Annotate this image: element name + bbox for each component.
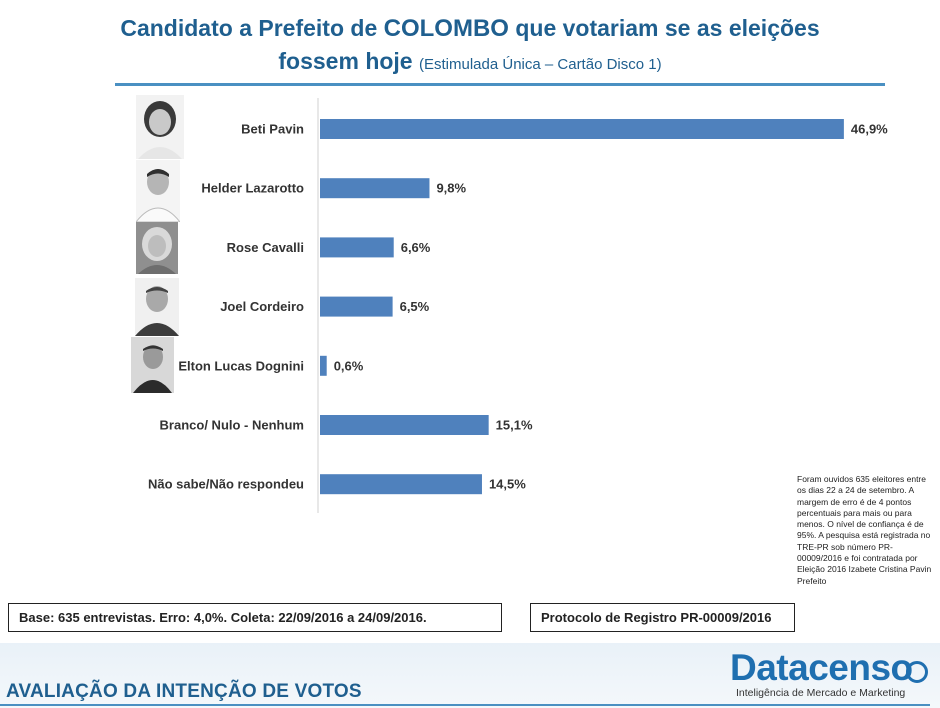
photo-rose-cavalli bbox=[136, 222, 178, 274]
logo-tagline: Inteligência de Mercado e Marketing bbox=[736, 687, 906, 699]
title-part1: Candidato a Prefeito de bbox=[120, 15, 384, 41]
bar-chart: Beti Pavin 46,9% Helder Lazarotto 9,8% Rose … bbox=[148, 98, 888, 513]
category-label-nao-sabe-nao-respondeu: Não sabe/Não respondeu bbox=[148, 477, 304, 492]
title-divider bbox=[115, 83, 885, 86]
value-label-elton-lucas-dognini: 0,6% bbox=[334, 358, 364, 373]
logo-circle-icon bbox=[906, 661, 928, 683]
category-label-elton-lucas-dognini: Elton Lucas Dognini bbox=[178, 358, 304, 373]
category-label-beti-pavin: Beti Pavin bbox=[241, 122, 304, 137]
photo-beti-pavin bbox=[136, 95, 184, 159]
value-label-branco-nulo-nenhum: 15,1% bbox=[496, 418, 533, 433]
footer-divider bbox=[0, 704, 930, 706]
chart-title: Candidato a Prefeito de COLOMBO que vota… bbox=[60, 12, 880, 81]
chart-subtitle: (Estimulada Única – Cartão Disco 1) bbox=[419, 56, 662, 73]
footer-band bbox=[0, 643, 940, 708]
bar-helder-lazarotto bbox=[320, 178, 430, 199]
value-label-joel-cordeiro: 6,5% bbox=[400, 299, 430, 314]
bar-nao-sabe-nao-respondeu bbox=[320, 474, 482, 495]
photo-helder-lazarotto bbox=[136, 160, 180, 222]
value-label-nao-sabe-nao-respondeu: 14,5% bbox=[489, 477, 526, 492]
bar-beti-pavin bbox=[320, 119, 844, 139]
title-line2: fossem hoje bbox=[278, 48, 413, 74]
bar-elton-lucas-dognini bbox=[320, 355, 327, 376]
protocol-box: Protocolo de Registro PR-00009/2016 bbox=[530, 603, 795, 632]
logo-wordmark: Datacenso bbox=[730, 647, 913, 688]
photo-elton-lucas-dognini bbox=[131, 337, 174, 393]
value-label-helder-lazarotto: 9,8% bbox=[436, 181, 466, 196]
title-part2: que votariam se as eleições bbox=[508, 15, 820, 41]
datacenso-logo: Datacenso Inteligência de Mercado e Mark… bbox=[730, 648, 930, 704]
footer-title: AVALIAÇÃO DA INTENÇÃO DE VOTOS bbox=[6, 681, 362, 702]
value-label-rose-cavalli: 6,6% bbox=[401, 240, 431, 255]
bar-rose-cavalli bbox=[320, 237, 394, 258]
category-label-joel-cordeiro: Joel Cordeiro bbox=[220, 299, 304, 314]
value-label-beti-pavin: 46,9% bbox=[851, 122, 888, 137]
protocol-text: Protocolo de Registro PR-00009/2016 bbox=[541, 610, 772, 625]
bar-joel-cordeiro bbox=[320, 296, 393, 317]
base-info-box: Base: 635 entrevistas. Erro: 4,0%. Colet… bbox=[8, 603, 502, 632]
bar-branco-nulo-nenhum bbox=[320, 415, 489, 435]
methodology-footnote: Foram ouvidos 635 eleitores entre os dia… bbox=[797, 474, 932, 586]
title-emphasis: COLOMBO bbox=[383, 15, 509, 42]
category-label-rose-cavalli: Rose Cavalli bbox=[227, 240, 304, 255]
category-label-helder-lazarotto: Helder Lazarotto bbox=[201, 181, 304, 196]
base-info-text: Base: 635 entrevistas. Erro: 4,0%. Colet… bbox=[19, 610, 427, 625]
category-label-branco-nulo-nenhum: Branco/ Nulo - Nenhum bbox=[160, 418, 304, 433]
photo-joel-cordeiro bbox=[135, 278, 179, 336]
